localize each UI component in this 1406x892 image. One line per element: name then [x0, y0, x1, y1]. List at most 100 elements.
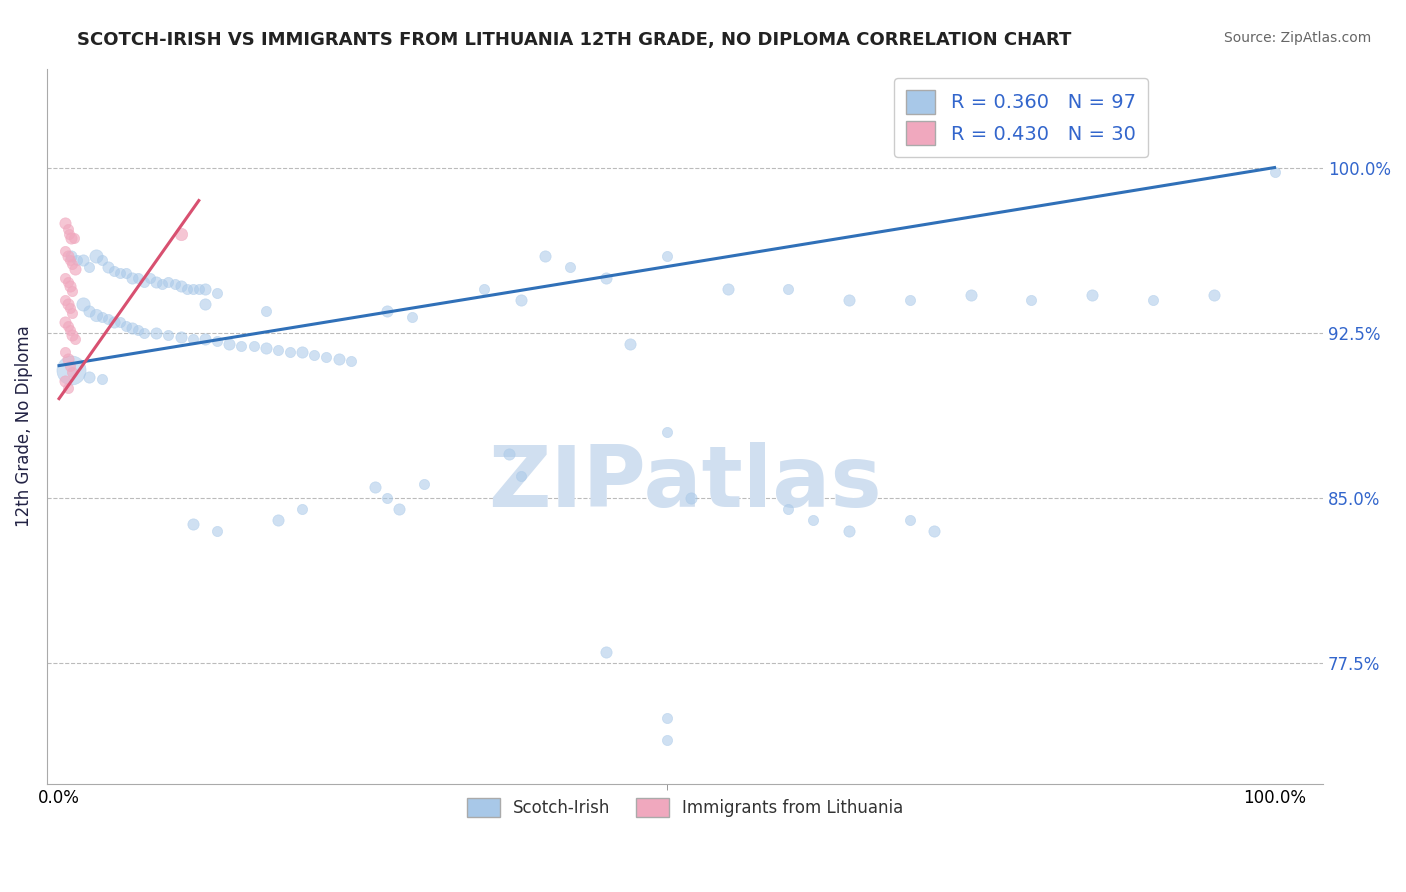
Point — [90, 252, 112, 267]
Point — [510, 468, 533, 483]
Point — [205, 285, 228, 300]
Point — [157, 275, 180, 289]
Point — [655, 249, 678, 263]
Point — [56, 249, 79, 263]
Point — [59, 252, 82, 267]
Point — [267, 343, 290, 358]
Point — [145, 326, 167, 340]
Point — [1202, 288, 1225, 302]
Point — [655, 711, 678, 725]
Point — [681, 491, 703, 505]
Point — [801, 513, 824, 527]
Point — [59, 301, 82, 316]
Point — [97, 260, 120, 274]
Point — [194, 282, 217, 296]
Point — [115, 266, 138, 280]
Point — [315, 350, 337, 364]
Point — [84, 308, 107, 322]
Point — [838, 293, 860, 307]
Point — [558, 260, 581, 274]
Point — [778, 501, 800, 516]
Point — [922, 524, 945, 538]
Point — [655, 732, 678, 747]
Point — [595, 645, 617, 659]
Point — [62, 365, 84, 379]
Point — [62, 284, 84, 298]
Point — [254, 303, 277, 318]
Point — [53, 216, 76, 230]
Point — [108, 266, 131, 280]
Point — [139, 270, 162, 285]
Text: Source: ZipAtlas.com: Source: ZipAtlas.com — [1223, 31, 1371, 45]
Point — [84, 249, 107, 263]
Point — [510, 293, 533, 307]
Point — [72, 297, 94, 311]
Point — [115, 318, 138, 333]
Point — [60, 231, 83, 245]
Text: SCOTCH-IRISH VS IMMIGRANTS FROM LITHUANIA 12TH GRADE, NO DIPLOMA CORRELATION CHA: SCOTCH-IRISH VS IMMIGRANTS FROM LITHUANI… — [77, 31, 1071, 49]
Point — [56, 297, 79, 311]
Point — [194, 332, 217, 346]
Point — [254, 341, 277, 355]
Point — [103, 264, 125, 278]
Point — [59, 323, 82, 337]
Point — [103, 315, 125, 329]
Point — [218, 336, 240, 351]
Point — [181, 517, 204, 532]
Point — [364, 480, 387, 494]
Point — [62, 231, 84, 245]
Point — [205, 524, 228, 538]
Point — [53, 315, 76, 329]
Legend: Scotch-Irish, Immigrants from Lithuania: Scotch-Irish, Immigrants from Lithuania — [458, 789, 912, 825]
Point — [62, 306, 84, 320]
Point — [63, 332, 86, 346]
Point — [79, 260, 101, 274]
Point — [108, 315, 131, 329]
Point — [56, 222, 79, 236]
Point — [97, 312, 120, 326]
Point — [90, 372, 112, 386]
Y-axis label: 12th Grade, No Diploma: 12th Grade, No Diploma — [15, 326, 32, 527]
Point — [145, 275, 167, 289]
Point — [838, 524, 860, 538]
Point — [328, 351, 350, 366]
Point — [187, 282, 209, 296]
Point — [778, 282, 800, 296]
Point — [90, 310, 112, 325]
Point — [121, 270, 143, 285]
Point — [959, 288, 981, 302]
Point — [62, 327, 84, 342]
Point — [375, 491, 398, 505]
Point — [60, 249, 83, 263]
Point — [655, 425, 678, 439]
Point — [304, 348, 326, 362]
Point — [242, 339, 264, 353]
Point — [56, 381, 79, 395]
Point — [169, 330, 191, 344]
Point — [72, 252, 94, 267]
Point — [63, 261, 86, 276]
Point — [291, 501, 314, 516]
Point — [121, 321, 143, 335]
Point — [1142, 293, 1164, 307]
Point — [56, 318, 79, 333]
Point — [339, 354, 361, 368]
Point — [127, 323, 149, 337]
Point — [181, 282, 204, 296]
Point — [388, 501, 411, 516]
Point — [150, 277, 173, 292]
Point — [56, 275, 79, 289]
Point — [53, 345, 76, 359]
Point — [1081, 288, 1104, 302]
Point — [278, 345, 301, 359]
Point — [53, 244, 76, 259]
Point — [595, 270, 617, 285]
Point — [1021, 293, 1043, 307]
Point — [56, 351, 79, 366]
Point — [375, 303, 398, 318]
Point — [60, 363, 83, 377]
Point — [59, 359, 82, 373]
Point — [59, 279, 82, 293]
Point — [401, 310, 423, 325]
Point — [267, 513, 290, 527]
